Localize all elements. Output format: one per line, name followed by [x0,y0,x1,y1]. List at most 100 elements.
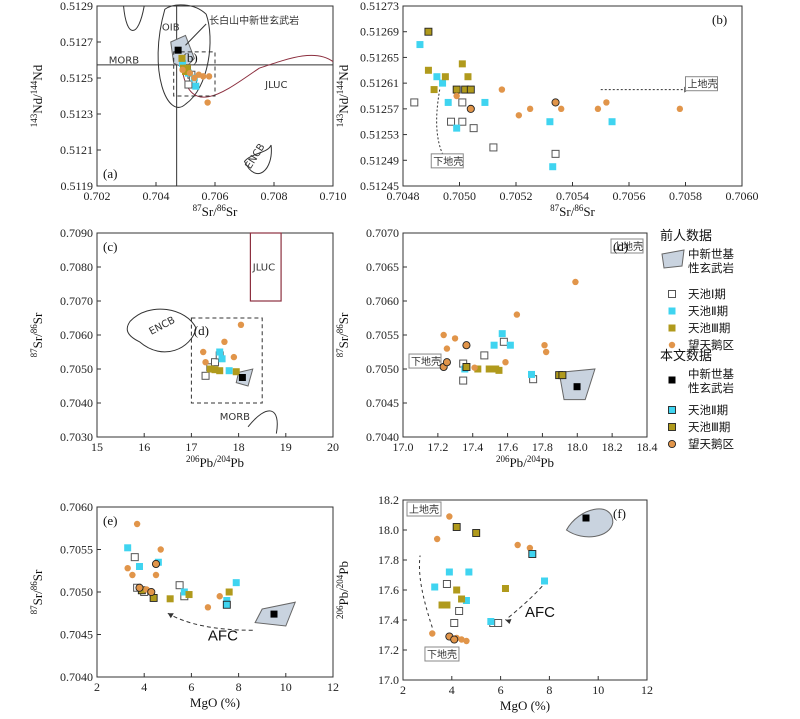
x-tick-label: 17.2 [427,440,448,454]
data-point-tii_prev [546,118,554,126]
data-point-wtp_this [135,583,144,592]
data-point-wtp_prev [515,112,523,119]
cyan-square-icon [668,307,676,315]
x-tick-label: 17.0 [393,440,414,454]
lower-crust-label: 下地壳 [433,155,463,168]
data-point-tiii_prev [178,54,186,62]
y-tick-label: 0.7080 [60,260,93,274]
data-point-tii_prev [180,588,188,596]
data-point-tii_this [222,600,231,609]
data-point-tii_prev [431,583,439,591]
x-tick-label: 16 [138,440,150,454]
data-point-ti_open [442,580,451,588]
data-point-tii_prev [216,348,224,356]
x-tick-label: 2 [94,680,100,694]
y-tick-label: 0.5125 [60,71,93,85]
panel-label: (b) [712,12,727,27]
x-tick-label: 17.4 [462,440,483,454]
data-point-ti_open [450,619,459,627]
jluc-label: JLUC [264,80,287,91]
data-point-tiii_prev [501,585,509,592]
data-point-ti_open [469,124,478,133]
y-tick-label: 0.51249 [360,153,399,167]
y-tick-label: 0.7040 [60,396,93,410]
y-tick-label: 0.7055 [366,328,399,342]
y-tick-label: 0.5123 [60,107,93,121]
data-point-ti_open [175,581,184,590]
data-point-tiii_prev [225,588,233,596]
data-point-wtp_prev [513,311,521,318]
data-point-tiii_prev [211,366,219,374]
data-point-wtp_prev [451,335,459,342]
y-tick-label: 0.51245 [360,179,399,193]
x-axis-label: 206Pb/204Pb [496,454,554,470]
data-point-tii_prev [135,563,143,570]
y-axis-label: 206Pb/204Pb [335,561,351,619]
y-tick-label: 0.7030 [60,430,93,444]
y-tick-label: 0.7090 [60,226,93,240]
data-point-tii_prev [465,568,473,576]
legend-label: 天池Ⅲ期 [688,420,730,434]
data-point-wtp_prev [502,359,509,366]
y-axis-label: 87Sr/86Sr [29,312,45,357]
y-tick-label: 0.7040 [60,670,93,684]
data-point-ti_open [211,358,219,367]
data-point-tiii_prev [166,595,174,603]
x-tick-label: 4 [141,680,147,694]
data-point-tiii_prev [424,66,432,74]
data-point-tiii_prev [206,365,214,373]
data-point-tiii_prev [453,586,461,594]
data-point-tii_prev [608,118,616,126]
y-tick-label: 0.51265 [360,50,399,64]
data-point-tiii_this [558,371,567,380]
data-point-tiii_prev [495,366,503,374]
y-tick-label: 0.51261 [360,76,399,90]
data-point-wtp_prev [129,571,136,579]
upper-crust-label: 上地壳 [409,503,439,516]
data-point-tiii_prev [474,365,482,373]
morb-label: MORB [109,55,139,66]
x-axis-label: 87Sr/86Sr [550,203,595,219]
data-point-tii_prev [462,597,470,604]
data-point-wtp_prev [446,513,453,520]
y-tick-label: 0.51273 [360,0,399,13]
encb-label: ENCB [148,315,178,338]
data-point-wtp_prev [191,74,198,82]
lower-crust-label: 下地壳 [411,355,441,368]
data-point-ti_open [494,619,503,627]
jluc-field [249,232,282,302]
data-point-tii_prev [445,568,453,576]
upper-crust-label: 上地壳 [613,240,643,253]
data-point-wtp_prev [200,73,207,80]
jluc-field [182,54,334,98]
data-point-tiii_prev [185,591,193,599]
panel-label: (e) [103,513,117,528]
panel-c: 15 16 17 18 19 20 0.7030 0.7040 0.7050 0.7060 0.70… [29,226,339,470]
data-point-wtp_prev [204,99,211,106]
data-point-tiii_this [424,27,433,36]
data-point-ti_open [459,376,468,385]
x-tick-label: 0.7052 [500,189,533,203]
data-point-tii_prev [490,341,498,349]
y-tick-label: 17.4 [378,613,399,627]
data-point-tiii_prev [438,601,446,609]
x-tick-label: 10 [280,680,292,694]
upper-crust-box [685,76,718,92]
y-tick-label: 0.7060 [366,294,399,308]
x-tick-label: 18.2 [602,440,623,454]
legend-label: 天池Ⅱ期 [688,304,728,318]
data-point-wtp_prev [152,571,160,579]
data-point-basalt_this [238,374,246,381]
lower-crust-box [408,353,442,369]
y-tick-label: 17.2 [378,643,399,657]
x-tick-label: 6 [498,683,504,697]
data-point-wtp_this [462,341,471,350]
legend-label: 天池Ⅱ期 [688,403,728,417]
olive-outlined-square-icon [668,423,676,431]
oib-field [157,4,211,108]
data-point-tii_prev [192,82,200,90]
data-point-wtp_prev [572,278,579,286]
y-tick-label: 0.7070 [60,294,93,308]
data-point-wtp_prev [216,593,223,600]
data-point-ti_open [455,607,464,615]
